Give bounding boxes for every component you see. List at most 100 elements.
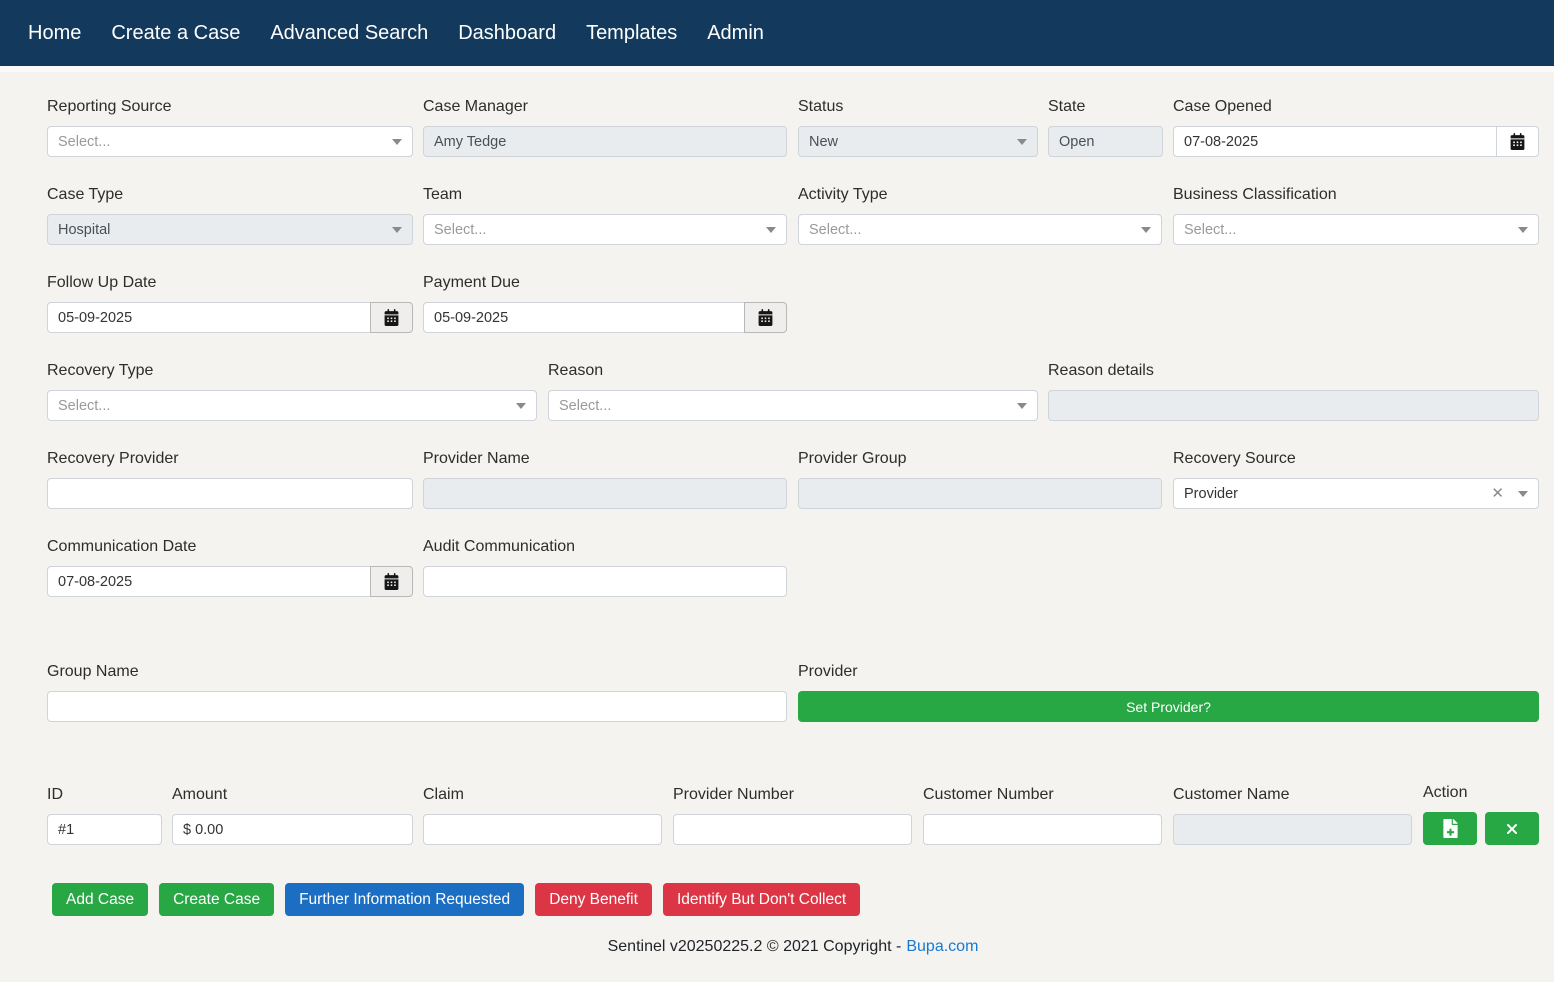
chevron-down-icon bbox=[392, 138, 402, 145]
reason-label: Reason bbox=[548, 362, 604, 379]
deny-benefit-button[interactable]: Deny Benefit bbox=[535, 883, 652, 916]
footer-version-text: Sentinel v20250225.2 © 2021 Copyright - bbox=[607, 938, 902, 955]
communication-date-field[interactable] bbox=[47, 566, 370, 597]
add-claim-document-button[interactable] bbox=[1423, 812, 1477, 845]
chevron-down-icon bbox=[516, 402, 526, 409]
reason-details-label: Reason details bbox=[1048, 362, 1154, 379]
claim-amount-field[interactable] bbox=[172, 814, 413, 845]
audit-communication-field[interactable] bbox=[423, 566, 787, 597]
status-select[interactable]: New bbox=[798, 126, 1038, 157]
case-type-label: Case Type bbox=[47, 186, 124, 203]
case-manager-label: Case Manager bbox=[423, 98, 528, 115]
reason-placeholder: Select... bbox=[559, 397, 612, 414]
add-case-button[interactable]: Add Case bbox=[52, 883, 149, 916]
bupa-link[interactable]: Bupa.com bbox=[906, 938, 979, 955]
payment-due-field[interactable] bbox=[423, 302, 744, 333]
group-name-field[interactable] bbox=[47, 691, 787, 722]
claim-line-row: ID Amount Claim Provider Number Customer… bbox=[47, 782, 1539, 845]
activity-type-placeholder: Select... bbox=[809, 221, 862, 238]
chevron-down-icon bbox=[1017, 138, 1027, 145]
customer-name-field bbox=[1173, 814, 1412, 845]
follow-up-date-field[interactable] bbox=[47, 302, 370, 333]
follow-up-date-label: Follow Up Date bbox=[47, 274, 157, 291]
reporting-source-select[interactable]: Select... bbox=[47, 126, 413, 157]
form-row-2: Case Type Hospital Team Select... Activi… bbox=[47, 184, 1539, 245]
nav-home[interactable]: Home bbox=[28, 21, 82, 44]
file-plus-icon bbox=[1442, 819, 1458, 838]
claim-field[interactable] bbox=[423, 814, 662, 845]
group-provider-row: Group Name Provider Set Provider? bbox=[47, 661, 1539, 722]
provider-number-field[interactable] bbox=[673, 814, 912, 845]
top-navbar: Home Create a Case Advanced Search Dashb… bbox=[0, 0, 1554, 66]
nav-create-a-case[interactable]: Create a Case bbox=[111, 21, 241, 44]
navbar-divider bbox=[0, 66, 1554, 72]
remove-claim-row-button[interactable] bbox=[1485, 812, 1539, 845]
payment-due-calendar-button[interactable] bbox=[744, 302, 787, 333]
provider-group-label: Provider Group bbox=[798, 450, 907, 467]
case-opened-calendar-button[interactable] bbox=[1496, 126, 1539, 157]
activity-type-label: Activity Type bbox=[798, 186, 888, 203]
further-information-requested-button[interactable]: Further Information Requested bbox=[285, 883, 525, 916]
customer-number-label: Customer Number bbox=[923, 786, 1054, 803]
nav-dashboard[interactable]: Dashboard bbox=[458, 21, 557, 44]
chevron-down-icon bbox=[766, 226, 776, 233]
team-select[interactable]: Select... bbox=[423, 214, 787, 245]
reason-select[interactable]: Select... bbox=[548, 390, 1038, 421]
provider-name-label: Provider Name bbox=[423, 450, 530, 467]
reporting-source-label: Reporting Source bbox=[47, 98, 172, 115]
case-type-select[interactable]: Hospital bbox=[47, 214, 413, 245]
chevron-down-icon bbox=[1017, 402, 1027, 409]
calendar-icon bbox=[384, 309, 399, 326]
business-classification-label: Business Classification bbox=[1173, 186, 1337, 203]
status-value: New bbox=[809, 133, 839, 150]
clear-icon[interactable]: ✕ bbox=[1491, 485, 1504, 502]
team-placeholder: Select... bbox=[434, 221, 487, 238]
recovery-type-select[interactable]: Select... bbox=[47, 390, 537, 421]
claim-id-label: ID bbox=[47, 786, 63, 803]
recovery-source-select[interactable]: Provider ✕ bbox=[1173, 478, 1539, 509]
provider-name-field bbox=[423, 478, 787, 509]
activity-type-select[interactable]: Select... bbox=[798, 214, 1162, 245]
claim-amount-label: Amount bbox=[172, 786, 228, 803]
provider-label: Provider bbox=[798, 663, 858, 680]
provider-group-field bbox=[798, 478, 1162, 509]
form-row-3: Follow Up Date Payment Due bbox=[47, 272, 1539, 333]
reason-details-field bbox=[1048, 390, 1539, 421]
payment-due-label: Payment Due bbox=[423, 274, 520, 291]
customer-number-field[interactable] bbox=[923, 814, 1162, 845]
x-icon bbox=[1506, 823, 1518, 834]
business-classification-select[interactable]: Select... bbox=[1173, 214, 1539, 245]
case-manager-field bbox=[423, 126, 787, 157]
form-row-6: Communication Date Audit Communication bbox=[47, 536, 1539, 597]
nav-admin[interactable]: Admin bbox=[707, 21, 764, 44]
follow-up-date-calendar-button[interactable] bbox=[370, 302, 413, 333]
footer: Sentinel v20250225.2 © 2021 Copyright -B… bbox=[47, 916, 1539, 982]
customer-name-label: Customer Name bbox=[1173, 786, 1290, 803]
recovery-provider-label: Recovery Provider bbox=[47, 450, 179, 467]
identify-but-dont-collect-button[interactable]: Identify But Don't Collect bbox=[662, 883, 861, 916]
case-opened-label: Case Opened bbox=[1173, 98, 1272, 115]
calendar-icon bbox=[1510, 133, 1525, 150]
case-opened-date-field[interactable] bbox=[1173, 126, 1496, 157]
chevron-down-icon bbox=[392, 226, 402, 233]
nav-templates[interactable]: Templates bbox=[586, 21, 678, 44]
case-type-value: Hospital bbox=[58, 221, 111, 238]
case-form: Reporting Source Select... Case Manager … bbox=[0, 72, 1554, 982]
form-actions: Add Case Create Case Further Information… bbox=[52, 883, 1539, 916]
nav-advanced-search[interactable]: Advanced Search bbox=[270, 21, 429, 44]
claim-id-field[interactable] bbox=[47, 814, 162, 845]
calendar-icon bbox=[758, 309, 773, 326]
reporting-source-placeholder: Select... bbox=[58, 133, 111, 150]
audit-communication-label: Audit Communication bbox=[423, 538, 576, 555]
team-label: Team bbox=[423, 186, 463, 203]
form-row-5: Recovery Provider Provider Name Provider… bbox=[47, 448, 1539, 509]
communication-date-label: Communication Date bbox=[47, 538, 197, 555]
create-case-button[interactable]: Create Case bbox=[159, 883, 275, 916]
recovery-source-value: Provider bbox=[1184, 485, 1238, 502]
recovery-source-label: Recovery Source bbox=[1173, 450, 1296, 467]
recovery-type-placeholder: Select... bbox=[58, 397, 111, 414]
communication-date-calendar-button[interactable] bbox=[370, 566, 413, 597]
state-label: State bbox=[1048, 98, 1086, 115]
recovery-provider-field[interactable] bbox=[47, 478, 413, 509]
set-provider-button[interactable]: Set Provider? bbox=[798, 691, 1539, 722]
